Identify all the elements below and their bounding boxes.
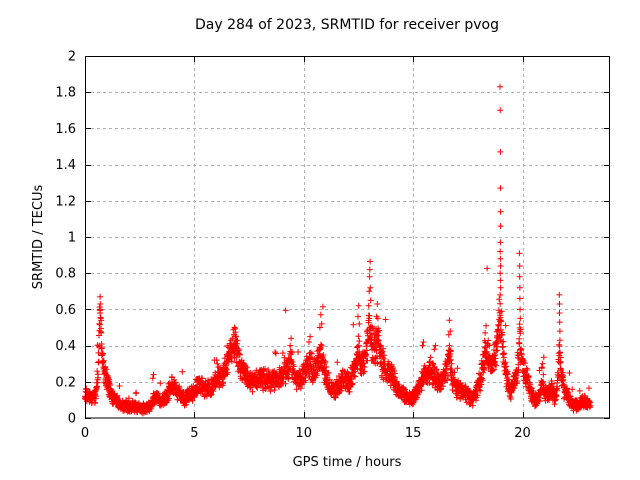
y-tick-label: 0.2	[55, 375, 76, 390]
y-tick-label: 0	[68, 412, 76, 427]
x-tick-label: 0	[81, 426, 89, 441]
chart-title: Day 284 of 2023, SRMTID for receiver pvo…	[195, 17, 499, 33]
y-tick-label: 0.6	[55, 303, 76, 318]
y-tick-label: 0.8	[55, 267, 76, 282]
y-tick-label: 0.4	[55, 339, 76, 354]
x-tick-label: 10	[295, 426, 312, 441]
y-tick-label: 1.4	[55, 158, 76, 173]
x-tick-label: 5	[190, 426, 198, 441]
y-axis-label: SRMTID / TECUs	[31, 185, 46, 290]
x-axis-label: GPS time / hours	[293, 455, 402, 470]
y-axis-tick-labels: 0 0.2 0.4 0.6 0.8 1 1.2 1.4 1.6 1.8 2	[55, 50, 76, 427]
y-tick-label: 1	[68, 231, 76, 246]
x-tick-label: 15	[405, 426, 422, 441]
y-tick-label: 1.6	[55, 122, 76, 137]
y-tick-label: 1.2	[55, 194, 76, 209]
y-tick-label: 1.8	[55, 86, 76, 101]
y-tick-label: 2	[68, 50, 76, 65]
x-tick-label: 20	[514, 426, 531, 441]
axis-tick-marks	[85, 56, 610, 419]
x-axis-tick-labels: 0 5 10 15 20	[81, 426, 531, 441]
